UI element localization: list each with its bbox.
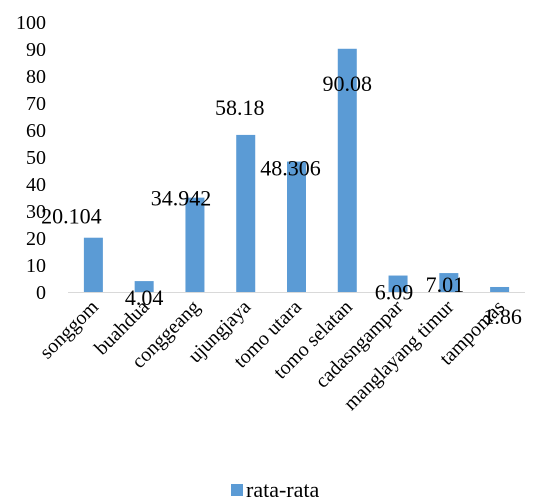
y-tick-label: 80 bbox=[26, 66, 46, 88]
data-label: 20.104 bbox=[41, 204, 102, 229]
bar bbox=[236, 134, 256, 292]
x-tick-label: songgom bbox=[36, 296, 104, 364]
y-tick-label: 0 bbox=[36, 282, 46, 304]
data-label: 48.306 bbox=[260, 156, 321, 181]
data-labels: 20.104 4.04 34.942 58.18 48.306 90.08 6.09 7.01… bbox=[41, 71, 522, 329]
y-tick-label: 30 bbox=[26, 201, 46, 223]
data-label: 90.08 bbox=[323, 71, 373, 96]
bar bbox=[337, 48, 357, 293]
y-tick-label: 50 bbox=[26, 147, 46, 169]
data-label: 34.942 bbox=[151, 186, 212, 211]
bar bbox=[490, 286, 510, 292]
data-label: 6.09 bbox=[375, 280, 414, 305]
y-tick-label: 90 bbox=[26, 39, 46, 61]
data-label: 4.04 bbox=[125, 285, 164, 310]
bar bbox=[388, 275, 408, 292]
data-label: 1.86 bbox=[483, 304, 522, 329]
bar bbox=[83, 237, 103, 292]
bar bbox=[287, 161, 306, 292]
y-tick-label: 100 bbox=[16, 12, 46, 34]
y-tick-label: 20 bbox=[26, 228, 46, 250]
data-label: 7.01 bbox=[426, 272, 465, 297]
y-tick-label: 60 bbox=[26, 120, 46, 142]
bar bbox=[439, 273, 459, 292]
legend: rata-rata bbox=[231, 477, 319, 502]
y-tick-label: 40 bbox=[26, 174, 46, 196]
legend-swatch bbox=[231, 484, 243, 496]
bars bbox=[83, 48, 510, 293]
legend-label: rata-rata bbox=[246, 477, 319, 502]
data-label: 58.18 bbox=[215, 95, 265, 120]
y-tick-label: 10 bbox=[26, 255, 46, 277]
bar bbox=[134, 281, 154, 292]
y-tick-label: 70 bbox=[26, 93, 46, 115]
y-axis-ticks: 0 10 20 30 40 50 60 70 80 90 100 bbox=[16, 12, 46, 304]
bar bbox=[185, 197, 205, 292]
